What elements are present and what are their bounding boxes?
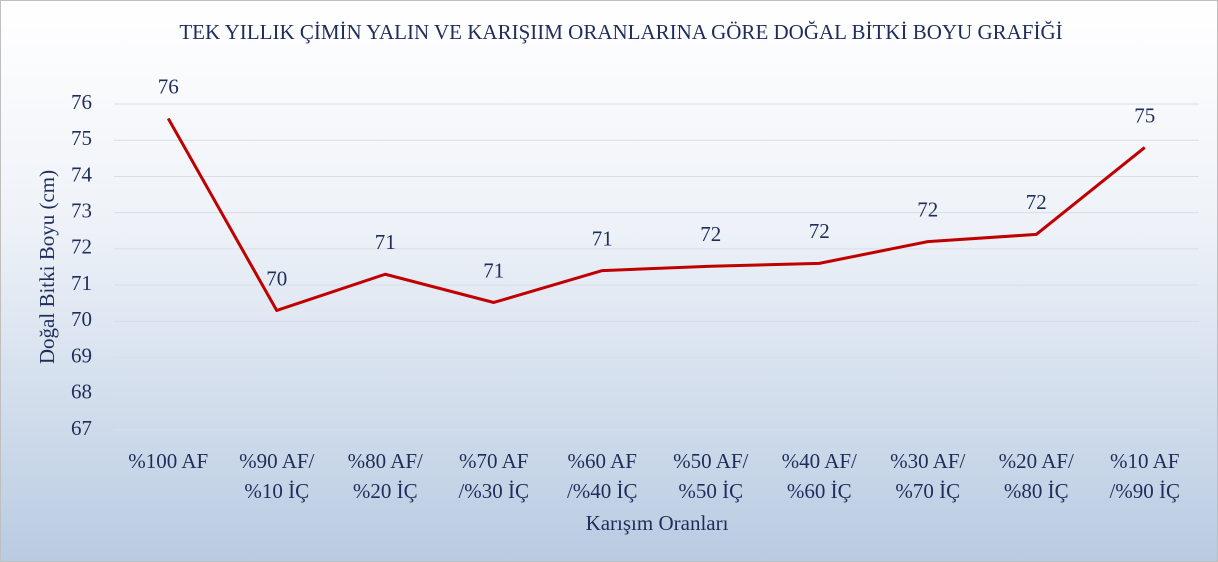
data-line [166,117,1146,312]
data-label: 70 [266,266,287,290]
x-tick-label: %70 AF /%30 İÇ [458,449,529,503]
y-tick-label: 70 [71,307,92,331]
x-tick-line: %80 İÇ [1004,479,1069,503]
x-tick-line: %20 AF/ [999,449,1074,473]
data-label: 72 [917,197,938,221]
x-tick-label: %40 AF/ %60 İÇ [782,449,857,503]
y-tick-label: 67 [71,416,92,440]
data-label: 71 [375,230,396,254]
data-label: 71 [483,258,504,282]
x-tick-line: %50 AF/ [673,449,748,473]
x-tick-line: /%90 İÇ [1109,479,1180,503]
x-tick-label: %50 AF/ %50 İÇ [673,449,748,503]
x-tick-label: %10 AF /%90 İÇ [1109,449,1180,503]
x-tick-line: %10 AF [1110,449,1179,473]
x-tick-label: %30 AF/ %70 İÇ [890,449,965,503]
x-tick-line: %100 AF [128,449,208,473]
x-tick-line: %60 İÇ [787,479,852,503]
data-label: 75 [1134,103,1155,127]
x-tick-label: %60 AF /%40 İÇ [567,449,638,503]
x-tick-line: %50 İÇ [678,479,743,503]
y-tick-label: 68 [71,380,92,404]
y-tick-label: 73 [71,198,92,222]
x-tick-label: %20 AF/ %80 İÇ [999,449,1074,503]
data-label: 71 [592,226,613,250]
y-tick-label: 75 [71,126,92,150]
x-tick-line: %10 İÇ [244,479,309,503]
x-tick-line: %70 AF [459,449,528,473]
data-label: 72 [1026,190,1047,214]
y-axis-title: Doğal Bitki Boyu (cm) [35,170,59,364]
x-tick-line: %20 İÇ [353,479,418,503]
data-label: 72 [700,222,721,246]
x-tick-line: %80 AF/ [348,449,423,473]
x-tick-line: %30 AF/ [890,449,965,473]
data-label: 72 [809,219,830,243]
y-tick-label: 74 [71,162,93,186]
x-tick-line: /%40 İÇ [567,479,638,503]
x-tick-line: %90 AF/ [239,449,314,473]
x-axis-title: Karışım Oranları [586,511,729,535]
chart-title: TEK YILLIK ÇİMİN YALIN VE KARIŞIIM ORANL… [179,20,1063,44]
x-tick-line: %70 İÇ [895,479,960,503]
x-tick-line: /%30 İÇ [458,479,529,503]
x-tick-line: %40 AF/ [782,449,857,473]
y-tick-label: 76 [71,90,92,114]
y-tick-label: 72 [71,235,92,259]
y-tick-label: 69 [71,343,92,367]
data-label: 76 [158,74,179,98]
y-tick-label: 71 [71,271,92,295]
x-tick-label: %80 AF/ %20 İÇ [348,449,423,503]
x-tick-label: %90 AF/ %10 İÇ [239,449,314,503]
x-tick-line: %60 AF [568,449,637,473]
x-tick-label: %100 AF [128,449,208,473]
